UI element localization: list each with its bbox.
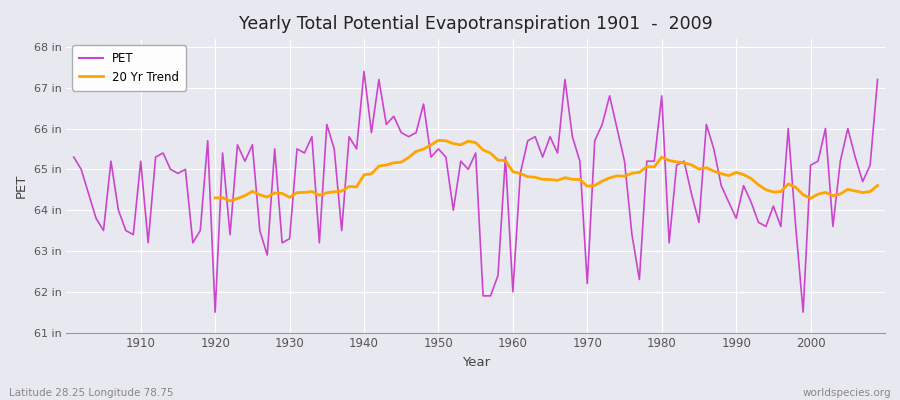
Y-axis label: PET: PET	[15, 174, 28, 198]
Legend: PET, 20 Yr Trend: PET, 20 Yr Trend	[72, 45, 186, 91]
Title: Yearly Total Potential Evapotranspiration 1901  -  2009: Yearly Total Potential Evapotranspiratio…	[238, 15, 713, 33]
X-axis label: Year: Year	[462, 356, 490, 369]
Text: worldspecies.org: worldspecies.org	[803, 388, 891, 398]
Text: Latitude 28.25 Longitude 78.75: Latitude 28.25 Longitude 78.75	[9, 388, 174, 398]
